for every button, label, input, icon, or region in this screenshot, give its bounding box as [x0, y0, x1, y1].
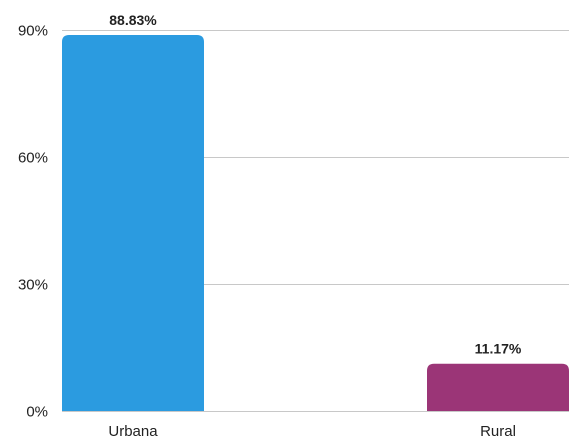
category-label-urbana: Urbana: [108, 423, 158, 440]
bar-urbana: [62, 34, 204, 411]
y-tick-label: 60%: [18, 150, 48, 167]
category-label-rural: Rural: [480, 423, 516, 440]
data-label-rural: 11.17%: [475, 341, 522, 357]
x-axis-category-labels: Urbana Rural: [108, 423, 516, 440]
y-axis-tick-labels: 0% 30% 60% 90%: [18, 23, 48, 421]
y-tick-label: 90%: [18, 23, 48, 40]
data-labels: 88.83% 11.17%: [109, 12, 522, 357]
data-label-urbana: 88.83%: [109, 12, 157, 28]
bars: [62, 34, 569, 411]
y-tick-label: 0%: [26, 404, 48, 421]
bar-rural: [427, 363, 569, 411]
y-tick-label: 30%: [18, 277, 48, 294]
